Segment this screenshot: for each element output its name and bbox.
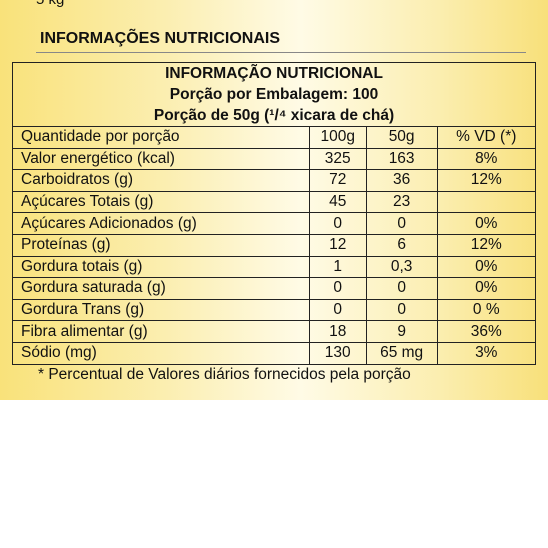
portion: Porção de 50g (¹/⁴ xicara de chá) (12, 105, 536, 127)
table-title: INFORMAÇÃO NUTRICIONAL (165, 64, 383, 82)
cell: 0 % (436, 298, 537, 322)
row-label: Açúcares Adicionados (g) (12, 212, 310, 235)
cell: 0% (436, 277, 537, 300)
cell: 65 mg (365, 341, 438, 365)
cell: 12% (436, 233, 537, 257)
cell (436, 190, 537, 214)
cell: 8% (436, 147, 537, 171)
cell: 50g (365, 126, 438, 149)
cell: 72 (308, 169, 367, 192)
cell: 0 (365, 277, 438, 300)
table-row: Gordura saturada (g) 0 0 0% (12, 277, 537, 300)
table-row: Sódio (mg) 130 65 mg 3% (12, 341, 537, 365)
cell: 0% (436, 212, 537, 235)
cell: 0 (365, 212, 438, 235)
cell: % VD (*) (436, 126, 537, 149)
row-label: Gordura saturada (g) (12, 277, 310, 300)
cell: 36% (436, 320, 537, 343)
cell: 12% (436, 169, 537, 192)
row-label: Sódio (mg) (12, 341, 310, 365)
divider (36, 52, 526, 53)
cell: 163 (365, 147, 438, 171)
cell: 18 (308, 320, 367, 343)
cell: 1 (308, 255, 367, 279)
servings: Porção por Embalagem: 100 (169, 85, 379, 103)
cell: 23 (365, 190, 438, 214)
row-label: Gordura Trans (g) (12, 298, 310, 322)
weight: 5 kg (36, 0, 64, 8)
cell: 12 (308, 233, 367, 257)
row-label: Proteínas (g) (12, 233, 310, 257)
cell: 36 (365, 169, 438, 192)
section-title: INFORMAÇÕES NUTRICIONAIS (40, 30, 280, 47)
table-row: Quantidade por porção 100g 50g% VD (*) (12, 126, 537, 149)
table-row: Gordura totais (g) 1 0,3 0% (12, 255, 537, 279)
table-row: Carboidratos (g) 72 36 12% (12, 169, 537, 192)
footnote: * Percentual de Valores diários fornecid… (38, 366, 411, 383)
cell: 0% (436, 255, 537, 279)
cell: 0 (308, 212, 367, 235)
cell: 0 (308, 298, 367, 322)
cell: 0 (308, 277, 367, 300)
cell: 9 (365, 320, 438, 343)
row-label: Quantidade por porção (12, 126, 310, 149)
cell: 6 (365, 233, 438, 257)
table-row: Proteínas (g) 12 6 12% (12, 233, 537, 257)
row-label: Gordura totais (g) (12, 255, 310, 279)
cell: 130 (308, 341, 367, 365)
row-label: Açúcares Totais (g) (12, 190, 310, 214)
cell: 0 (365, 298, 438, 322)
table-row: Açúcares Adicionados (g) 0 0 0% (12, 212, 537, 235)
cell: 45 (308, 190, 367, 214)
table-row: Açúcares Totais (g) 45 23 (12, 190, 537, 214)
table-row: Valor energético (kcal) 325 163 8% (12, 147, 537, 171)
cell: 3% (436, 341, 537, 365)
cell: 325 (308, 147, 367, 171)
table-row: Gordura Trans (g) 0 0 0 % (12, 298, 537, 322)
row-label: Valor energético (kcal) (12, 147, 310, 171)
row-label: Carboidratos (g) (12, 169, 310, 192)
cell: 100g (308, 126, 367, 149)
row-label: Fibra alimentar (g) (12, 320, 310, 343)
cell: 0,3 (365, 255, 438, 279)
nutrition-table: INFORMAÇÃO NUTRICIONAL Porção por Embala… (12, 62, 537, 365)
table-row: Fibra alimentar (g) 18 9 36% (12, 320, 537, 343)
